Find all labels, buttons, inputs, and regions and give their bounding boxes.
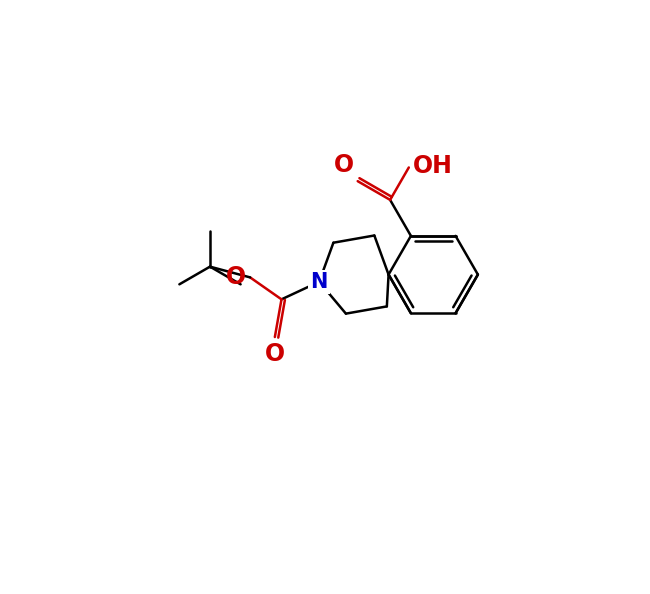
Text: N: N [311,272,328,292]
Text: O: O [226,266,246,289]
Text: OH: OH [413,154,452,178]
Text: O: O [265,342,285,366]
Text: O: O [333,153,354,178]
